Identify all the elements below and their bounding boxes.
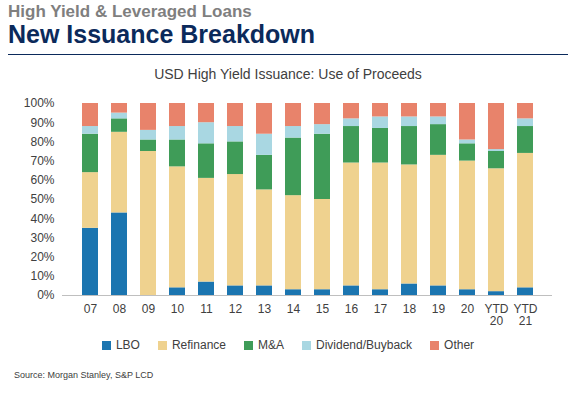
html-text:Other: Other bbox=[444, 338, 475, 352]
svg-text:19: 19 bbox=[432, 302, 446, 316]
svg-text:20%: 20% bbox=[30, 250, 54, 264]
svg-text:70%: 70% bbox=[30, 154, 54, 168]
html-text:Refinance: Refinance bbox=[171, 338, 226, 352]
svg-text:10%: 10% bbox=[30, 269, 54, 283]
svg-text:60%: 60% bbox=[30, 173, 54, 187]
svg-text:10: 10 bbox=[171, 302, 185, 316]
svg-text:80%: 80% bbox=[30, 135, 54, 149]
svg-text:08: 08 bbox=[113, 302, 127, 316]
html-text:M&A: M&A bbox=[258, 338, 284, 352]
html-text:High Yield & Leveraged Loans: High Yield & Leveraged Loans bbox=[8, 2, 252, 21]
svg-text:90%: 90% bbox=[30, 116, 54, 130]
svg-text:50%: 50% bbox=[30, 192, 54, 206]
svg-text:14: 14 bbox=[287, 302, 301, 316]
svg-text:07: 07 bbox=[84, 302, 98, 316]
svg-text:17: 17 bbox=[374, 302, 388, 316]
svg-text:18: 18 bbox=[403, 302, 417, 316]
svg-text:11: 11 bbox=[200, 302, 213, 316]
svg-text:100%: 100% bbox=[24, 96, 55, 110]
svg-text:YTD20: YTD20 bbox=[485, 302, 509, 328]
svg-text:13: 13 bbox=[258, 302, 272, 316]
svg-text:16: 16 bbox=[345, 302, 359, 316]
svg-text:30%: 30% bbox=[30, 231, 54, 245]
svg-text:0%: 0% bbox=[37, 288, 55, 302]
svg-text:20: 20 bbox=[461, 302, 475, 316]
svg-text:09: 09 bbox=[142, 302, 156, 316]
svg-text:15: 15 bbox=[316, 302, 330, 316]
html-text:New Issuance Breakdown: New Issuance Breakdown bbox=[8, 20, 316, 48]
html-text:USD High Yield Issuance: Use o: USD High Yield Issuance: Use of Proceeds bbox=[154, 66, 422, 82]
svg-text:YTD21: YTD21 bbox=[514, 302, 538, 328]
svg-text:40%: 40% bbox=[30, 212, 54, 226]
html-text:Source: Morgan Stanley, S&P LC: Source: Morgan Stanley, S&P LCD bbox=[14, 370, 154, 380]
html-text:Dividend/Buyback: Dividend/Buyback bbox=[316, 338, 413, 352]
html-text:LBO: LBO bbox=[115, 338, 140, 352]
svg-text:12: 12 bbox=[229, 302, 243, 316]
